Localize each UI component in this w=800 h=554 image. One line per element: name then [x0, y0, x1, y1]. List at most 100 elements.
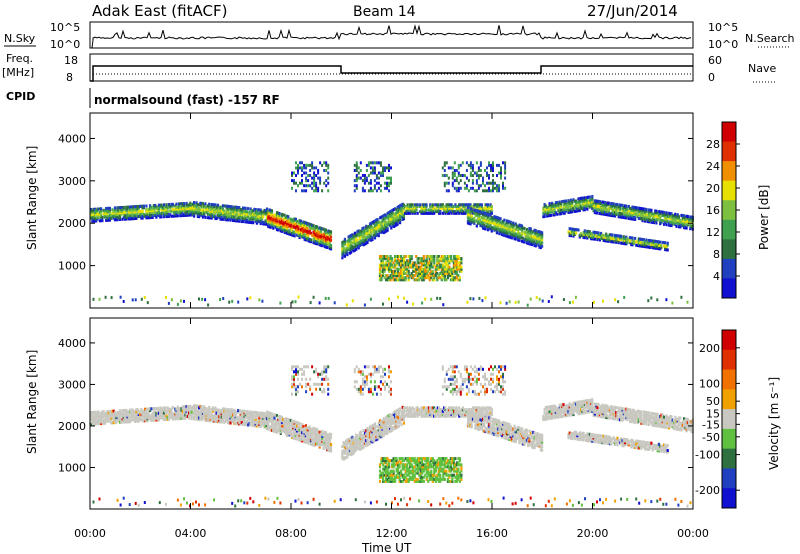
echo-cell [489, 203, 492, 207]
echo-cell [234, 410, 237, 414]
echo-cell [406, 261, 409, 265]
echo-cell [688, 220, 691, 224]
echo-cell [683, 221, 686, 225]
echo-cell [427, 208, 431, 212]
echo-cell [174, 211, 177, 215]
echo-cell [309, 184, 312, 188]
echo-cell [410, 210, 413, 214]
echo-cell [253, 410, 256, 414]
echo-cell [352, 234, 355, 238]
echo-cell [108, 210, 111, 214]
echo-cell [291, 300, 294, 304]
echo-cell [500, 227, 503, 231]
echo-cell [195, 414, 198, 418]
echo-cell [385, 227, 388, 231]
echo-cell [198, 210, 201, 214]
echo-cell [368, 222, 372, 226]
echo-cell [366, 229, 369, 233]
echo-cell [363, 239, 367, 243]
echo-cell [510, 229, 513, 233]
echo-cell [106, 210, 109, 214]
echo-cell [382, 169, 384, 172]
echo-cell [395, 263, 398, 267]
echo-cell [308, 229, 311, 233]
echo-cell [255, 220, 258, 223]
echo-cell [539, 232, 542, 236]
echo-cell [634, 240, 637, 244]
echo-cell [113, 218, 117, 222]
echo-cell [283, 217, 286, 221]
echo-cell [198, 406, 201, 410]
echo-cell [360, 239, 363, 243]
echo-cell [541, 244, 544, 248]
echo-cell [459, 208, 462, 212]
echo-cell [498, 228, 501, 232]
echo-cell [639, 212, 642, 215]
echo-cell [270, 211, 274, 214]
echo-cell [245, 212, 248, 216]
echo-cell [284, 217, 287, 221]
echo-cell [445, 259, 448, 263]
echo-cell [184, 416, 187, 420]
echo-cell [378, 257, 382, 261]
echo-cell [427, 276, 430, 280]
echo-cell [441, 166, 444, 170]
echo-cell [618, 236, 622, 240]
echo-cell [603, 212, 606, 216]
echo-cell [166, 213, 169, 217]
echo-cell [348, 243, 351, 247]
echo-cell [100, 413, 103, 417]
echo-cell [455, 265, 458, 269]
echo-cell [125, 412, 128, 416]
echo-cell [389, 263, 392, 267]
echo-cell [225, 414, 228, 418]
echo-cell [121, 417, 124, 421]
echo-cell [274, 225, 277, 229]
echo-cell [620, 212, 623, 216]
echo-cell [558, 200, 561, 204]
echo-cell [176, 410, 179, 414]
echo-cell [597, 206, 600, 210]
nsearch-label: N.Search [745, 32, 795, 45]
echo-cell [488, 186, 490, 190]
echo-cell [483, 225, 486, 229]
echo-cell [219, 420, 222, 424]
echo-cell [357, 244, 360, 248]
echo-cell [316, 225, 319, 229]
nsky-label: N.Sky [4, 32, 36, 45]
echo-cell [342, 252, 345, 256]
echo-cell [677, 223, 681, 227]
echo-cell [154, 210, 157, 214]
echo-cell [582, 236, 585, 239]
echo-cell [292, 222, 295, 225]
echo-cell [537, 235, 540, 239]
echo-cell [293, 421, 296, 425]
echo-cell [200, 415, 203, 418]
echo-cell [326, 246, 329, 249]
echo-cell [358, 237, 361, 241]
echo-cell [203, 415, 206, 419]
echo-cell [191, 202, 194, 206]
echo-cell [373, 179, 376, 183]
echo-cell [221, 415, 225, 419]
echo-cell [184, 410, 187, 414]
echo-cell [407, 208, 410, 212]
echo-cell [488, 176, 490, 180]
echo-cell [216, 213, 220, 217]
echo-cell [618, 234, 622, 238]
echo-cell [494, 215, 497, 219]
echo-cell [513, 232, 516, 236]
echo-cell [264, 222, 267, 226]
echo-cell [410, 274, 413, 278]
echo-cell [234, 413, 237, 417]
echo-cell [189, 413, 192, 417]
echo-cell [283, 222, 286, 226]
echo-cell [613, 214, 617, 218]
echo-cell [355, 237, 358, 241]
echo-cell [288, 229, 291, 233]
echo-cell [184, 413, 187, 417]
echo-cell [597, 231, 600, 235]
echo-cell [96, 209, 99, 213]
echo-cell [455, 259, 458, 263]
echo-cell [400, 210, 403, 214]
